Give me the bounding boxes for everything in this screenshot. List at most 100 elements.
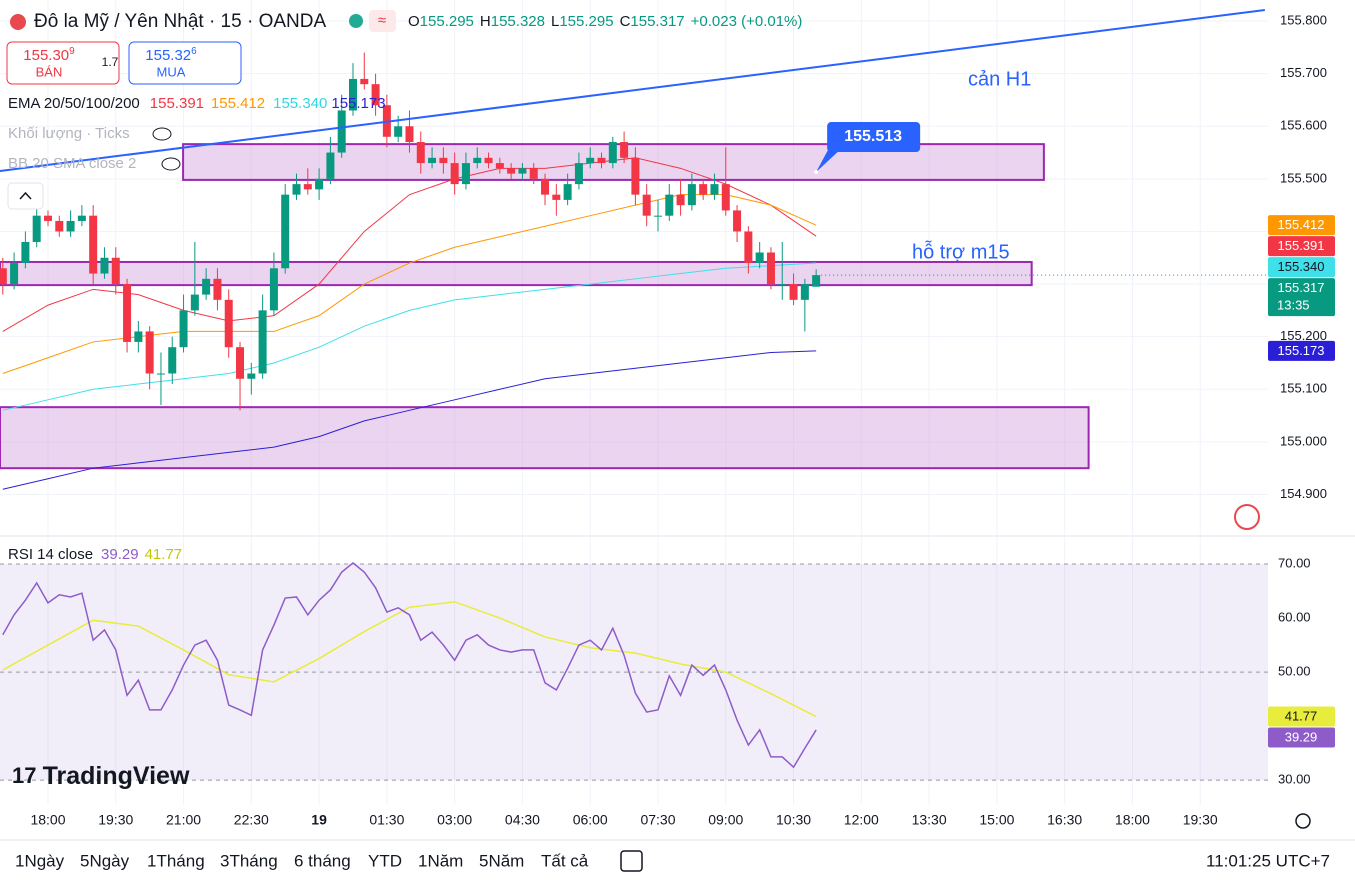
rsi-ma-line	[2, 601, 817, 718]
x-tick-label: 19	[311, 812, 327, 828]
change: +0.023 (+0.01%)	[691, 13, 803, 30]
rsi-value: 39.29	[101, 546, 139, 563]
y-tick-label: 155.200	[1280, 328, 1327, 343]
price-badge-label: 41.77	[1285, 708, 1318, 723]
y-tick-label: 155.800	[1280, 12, 1327, 27]
candle-body	[620, 142, 629, 158]
period-button[interactable]: 1Tháng	[147, 851, 205, 870]
candle-body	[156, 373, 165, 375]
candle-body	[766, 252, 775, 285]
annotation: hỗ trợ m15	[912, 240, 1010, 263]
logo: 17 TradingView	[12, 762, 190, 790]
candle-body	[676, 194, 685, 206]
rsi-title: RSI 14 close	[8, 546, 93, 563]
candle-body	[190, 294, 199, 311]
candle-body	[733, 210, 742, 232]
period-button[interactable]: 5Ngày	[80, 851, 130, 870]
candle-body	[43, 215, 52, 221]
x-tick-label: 18:00	[1115, 812, 1150, 828]
ohlc-key: L	[551, 13, 559, 30]
candle-body	[168, 347, 177, 374]
hide-icon[interactable]	[152, 127, 172, 141]
sell-pip: 9	[69, 46, 75, 57]
sell-label: BÁN	[36, 64, 63, 79]
period-button[interactable]: 1Năm	[418, 851, 463, 870]
calendar-icon[interactable]	[620, 850, 643, 872]
ema-value: 155.412	[211, 95, 265, 112]
period-button[interactable]: Tất cả	[541, 851, 589, 870]
y-tick-label: 155.700	[1280, 65, 1327, 80]
period-button[interactable]: 3Tháng	[220, 851, 278, 870]
callout-box	[827, 122, 921, 153]
candle-body	[202, 278, 211, 295]
candle-body	[699, 184, 708, 195]
price-badge-label: 39.29	[1285, 729, 1318, 744]
period-button[interactable]: 5Năm	[479, 851, 524, 870]
ohlc-key: C	[620, 13, 631, 30]
candle-body	[608, 142, 617, 164]
candle-body	[326, 152, 335, 179]
period-button[interactable]: YTD	[368, 851, 402, 870]
candle-body	[405, 126, 414, 143]
candle-body	[247, 373, 256, 379]
candle-body	[789, 284, 798, 300]
buy-button[interactable]	[128, 41, 242, 85]
hide-icon[interactable]	[161, 157, 181, 171]
market-status	[349, 14, 363, 28]
candle-body	[574, 163, 583, 185]
ohlc-key: H	[480, 13, 491, 30]
price-badge	[1268, 278, 1335, 317]
callout-label: 155.513	[844, 128, 902, 145]
y-tick-label: 60.00	[1278, 609, 1311, 624]
candle-body	[563, 184, 572, 200]
candle-body	[55, 220, 64, 232]
candle-body	[631, 157, 640, 195]
settings-icon[interactable]	[1295, 813, 1311, 829]
y-tick-label: 154.900	[1280, 486, 1327, 501]
candle-body	[586, 157, 595, 164]
candle-body	[111, 257, 120, 285]
x-tick-label: 18:00	[30, 812, 65, 828]
ema-line	[2, 262, 817, 411]
annotation: cản H1	[968, 68, 1031, 90]
collapse-button[interactable]	[7, 182, 44, 210]
price-badge-label: 155.340	[1278, 259, 1325, 274]
symbol-title: Đô la Mỹ / Yên Nhật · 15 · OANDA	[34, 11, 326, 32]
price-badge-label: 155.317	[1278, 280, 1325, 295]
x-tick-label: 15:00	[979, 812, 1014, 828]
candle-body	[134, 331, 143, 342]
period-button[interactable]: 6 tháng	[294, 851, 351, 870]
sell-price-main: 155.30	[23, 47, 69, 64]
flag-icon[interactable]	[1234, 504, 1260, 530]
y-tick-label: 30.00	[1278, 772, 1311, 787]
candle-body	[687, 184, 696, 206]
candle-body	[66, 220, 75, 232]
candle-body	[360, 78, 369, 85]
candle-body	[303, 184, 312, 190]
candle-body	[710, 184, 719, 195]
ohlc-value: 155.317	[630, 13, 684, 30]
logo-mark: 17	[12, 763, 43, 788]
zone	[0, 406, 1090, 470]
sell-button[interactable]	[6, 41, 120, 85]
candle-body	[518, 168, 527, 174]
trendline	[0, 9, 1265, 172]
ema-line	[2, 157, 817, 332]
candle-body	[721, 184, 730, 211]
x-tick-label: 22:30	[234, 812, 269, 828]
candle-body	[428, 157, 437, 164]
period-button[interactable]: 1Ngày	[15, 851, 65, 870]
volume-legend: Khối lượng · Ticks	[8, 125, 130, 142]
price-badge-label: 155.412	[1278, 217, 1325, 232]
spread: 1.7	[102, 55, 119, 69]
candle-body	[541, 178, 550, 195]
callout-anchor	[814, 170, 819, 175]
zone	[0, 260, 1033, 287]
rsi-ma-value: 41.77	[145, 546, 183, 563]
rsi-line	[2, 561, 817, 769]
candle-body	[450, 163, 459, 185]
x-tick-label: 19:30	[98, 812, 133, 828]
x-tick-label: 07:30	[640, 812, 675, 828]
